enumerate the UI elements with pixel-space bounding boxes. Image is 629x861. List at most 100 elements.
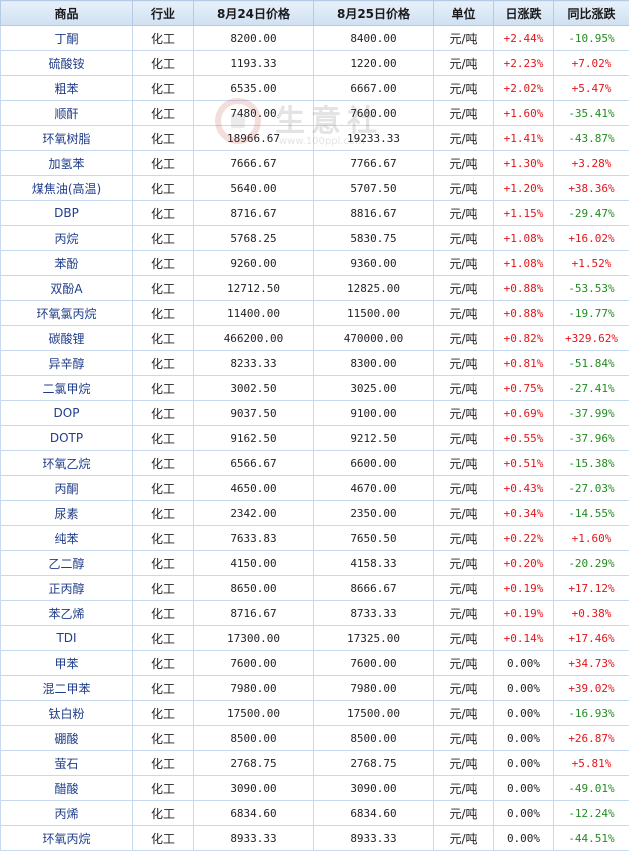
product-name-cell[interactable]: 煤焦油(高温) (0, 175, 133, 201)
product-name-cell[interactable]: TDI (0, 625, 133, 651)
price-aug25-cell: 9100.00 (313, 400, 434, 426)
product-name-cell[interactable]: 甲苯 (0, 650, 133, 676)
industry-cell: 化工 (132, 700, 194, 726)
product-name-cell[interactable]: 双酚A (0, 275, 133, 301)
product-name-cell[interactable]: 正丙醇 (0, 575, 133, 601)
product-name-cell[interactable]: 硫酸铵 (0, 50, 133, 76)
industry-cell: 化工 (132, 325, 194, 351)
price-aug25-cell: 17500.00 (313, 700, 434, 726)
unit-cell: 元/吨 (433, 500, 494, 526)
price-aug24-cell: 5768.25 (193, 225, 314, 251)
product-name-cell[interactable]: 二氯甲烷 (0, 375, 133, 401)
yoy-change-cell: -35.41% (553, 100, 629, 126)
product-name-cell[interactable]: 硼酸 (0, 725, 133, 751)
table-row: 环氧丙烷 化工 8933.33 8933.33 元/吨 0.00% -44.51% (0, 825, 629, 851)
industry-cell: 化工 (132, 525, 194, 551)
unit-cell: 元/吨 (433, 250, 494, 276)
product-name-cell[interactable]: 苯乙烯 (0, 600, 133, 626)
daily-change-cell: 0.00% (493, 750, 554, 776)
industry-cell: 化工 (132, 200, 194, 226)
product-name-cell[interactable]: DBP (0, 200, 133, 226)
price-aug24-cell: 5640.00 (193, 175, 314, 201)
yoy-change-cell: +17.46% (553, 625, 629, 651)
price-aug25-cell: 8500.00 (313, 725, 434, 751)
header-yoy-change: 同比涨跌 (553, 0, 629, 26)
price-aug25-cell: 6834.60 (313, 800, 434, 826)
price-aug24-cell: 7633.83 (193, 525, 314, 551)
product-name-cell[interactable]: 混二甲苯 (0, 675, 133, 701)
product-name-cell[interactable]: 乙二醇 (0, 550, 133, 576)
daily-change-cell: +0.34% (493, 500, 554, 526)
yoy-change-cell: -37.96% (553, 425, 629, 451)
product-name-cell[interactable]: 丙酮 (0, 475, 133, 501)
yoy-change-cell: -15.38% (553, 450, 629, 476)
industry-cell: 化工 (132, 650, 194, 676)
table-row: 二氯甲烷 化工 3002.50 3025.00 元/吨 +0.75% -27.41% (0, 375, 629, 401)
price-aug24-cell: 8200.00 (193, 25, 314, 51)
product-name-cell[interactable]: 环氧乙烷 (0, 450, 133, 476)
header-row: 商品 行业 8月24日价格 8月25日价格 单位 日涨跌 同比涨跌 (0, 0, 629, 26)
header-price-aug24: 8月24日价格 (193, 0, 314, 26)
product-name-cell[interactable]: 丙烯 (0, 800, 133, 826)
product-name-cell[interactable]: 顺酐 (0, 100, 133, 126)
product-name-cell[interactable]: 萤石 (0, 750, 133, 776)
product-name-cell[interactable]: 尿素 (0, 500, 133, 526)
table-row: 顺酐 化工 7480.00 7600.00 元/吨 +1.60% -35.41% (0, 100, 629, 126)
yoy-change-cell: +0.38% (553, 600, 629, 626)
unit-cell: 元/吨 (433, 375, 494, 401)
product-name-cell[interactable]: 环氧树脂 (0, 125, 133, 151)
product-name-cell[interactable]: 碳酸锂 (0, 325, 133, 351)
product-name-cell[interactable]: 钛白粉 (0, 700, 133, 726)
product-name-cell[interactable]: 异辛醇 (0, 350, 133, 376)
price-aug24-cell: 17500.00 (193, 700, 314, 726)
industry-cell: 化工 (132, 800, 194, 826)
yoy-change-cell: -44.51% (553, 825, 629, 851)
product-name-cell[interactable]: 纯苯 (0, 525, 133, 551)
price-aug25-cell: 7650.50 (313, 525, 434, 551)
industry-cell: 化工 (132, 225, 194, 251)
table-row: TDI 化工 17300.00 17325.00 元/吨 +0.14% +17.46% (0, 625, 629, 651)
product-name-cell[interactable]: 丁酮 (0, 25, 133, 51)
yoy-change-cell: +38.36% (553, 175, 629, 201)
price-aug24-cell: 6834.60 (193, 800, 314, 826)
header-industry: 行业 (132, 0, 194, 26)
unit-cell: 元/吨 (433, 200, 494, 226)
price-aug24-cell: 11400.00 (193, 300, 314, 326)
price-aug24-cell: 9037.50 (193, 400, 314, 426)
product-name-cell[interactable]: 环氧丙烷 (0, 825, 133, 851)
table-row: 乙二醇 化工 4150.00 4158.33 元/吨 +0.20% -20.29% (0, 550, 629, 576)
table-row: 加氢苯 化工 7666.67 7766.67 元/吨 +1.30% +3.28% (0, 150, 629, 176)
price-aug24-cell: 6566.67 (193, 450, 314, 476)
price-aug24-cell: 8650.00 (193, 575, 314, 601)
unit-cell: 元/吨 (433, 700, 494, 726)
unit-cell: 元/吨 (433, 50, 494, 76)
product-name-cell[interactable]: 粗苯 (0, 75, 133, 101)
industry-cell: 化工 (132, 425, 194, 451)
product-name-cell[interactable]: 环氧氯丙烷 (0, 300, 133, 326)
product-name-cell[interactable]: 加氢苯 (0, 150, 133, 176)
product-name-cell[interactable]: DOP (0, 400, 133, 426)
unit-cell: 元/吨 (433, 300, 494, 326)
industry-cell: 化工 (132, 300, 194, 326)
price-aug25-cell: 8400.00 (313, 25, 434, 51)
price-aug24-cell: 8500.00 (193, 725, 314, 751)
price-aug24-cell: 7980.00 (193, 675, 314, 701)
daily-change-cell: +1.60% (493, 100, 554, 126)
product-name-cell[interactable]: 丙烷 (0, 225, 133, 251)
product-name-cell[interactable]: 醋酸 (0, 775, 133, 801)
daily-change-cell: +1.08% (493, 250, 554, 276)
unit-cell: 元/吨 (433, 550, 494, 576)
price-aug24-cell: 6535.00 (193, 75, 314, 101)
price-aug24-cell: 9162.50 (193, 425, 314, 451)
industry-cell: 化工 (132, 475, 194, 501)
price-aug24-cell: 9260.00 (193, 250, 314, 276)
product-name-cell[interactable]: DOTP (0, 425, 133, 451)
price-aug24-cell: 2768.75 (193, 750, 314, 776)
unit-cell: 元/吨 (433, 750, 494, 776)
industry-cell: 化工 (132, 150, 194, 176)
yoy-change-cell: +16.02% (553, 225, 629, 251)
table-row: DOTP 化工 9162.50 9212.50 元/吨 +0.55% -37.96% (0, 425, 629, 451)
product-name-cell[interactable]: 苯酚 (0, 250, 133, 276)
price-aug25-cell: 12825.00 (313, 275, 434, 301)
